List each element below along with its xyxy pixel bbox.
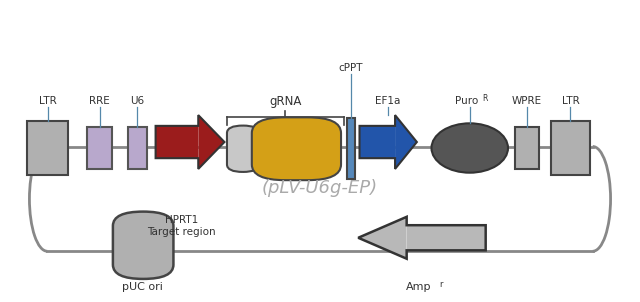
Ellipse shape (431, 123, 508, 173)
Bar (551, 121, 589, 175)
Text: WPRE: WPRE (512, 96, 542, 106)
Text: LTR: LTR (39, 96, 57, 106)
Text: r: r (439, 280, 443, 289)
Text: gRNA: gRNA (269, 95, 302, 108)
Polygon shape (358, 217, 406, 259)
Text: RRE: RRE (89, 96, 110, 106)
Text: HPRT1
Target region: HPRT1 Target region (147, 215, 216, 237)
Text: cPPT: cPPT (339, 63, 363, 73)
FancyBboxPatch shape (227, 126, 259, 172)
Text: (pLV-U6g-EP): (pLV-U6g-EP) (262, 179, 378, 198)
Text: Amp: Amp (406, 282, 431, 292)
Polygon shape (198, 115, 225, 169)
Bar (27, 121, 68, 175)
FancyBboxPatch shape (252, 117, 341, 180)
Text: LTR: LTR (561, 96, 579, 106)
Bar (360, 126, 395, 158)
Text: R: R (483, 94, 488, 103)
Text: Puro: Puro (455, 96, 478, 106)
Bar (406, 225, 486, 250)
Bar (88, 127, 111, 169)
Bar (515, 127, 540, 169)
Bar (127, 127, 147, 169)
Bar (347, 118, 355, 179)
Text: U6: U6 (130, 96, 144, 106)
FancyBboxPatch shape (113, 212, 173, 279)
Polygon shape (395, 115, 417, 169)
Bar (156, 126, 198, 158)
Text: EF1a: EF1a (376, 96, 401, 106)
Text: pUC ori: pUC ori (122, 282, 163, 292)
